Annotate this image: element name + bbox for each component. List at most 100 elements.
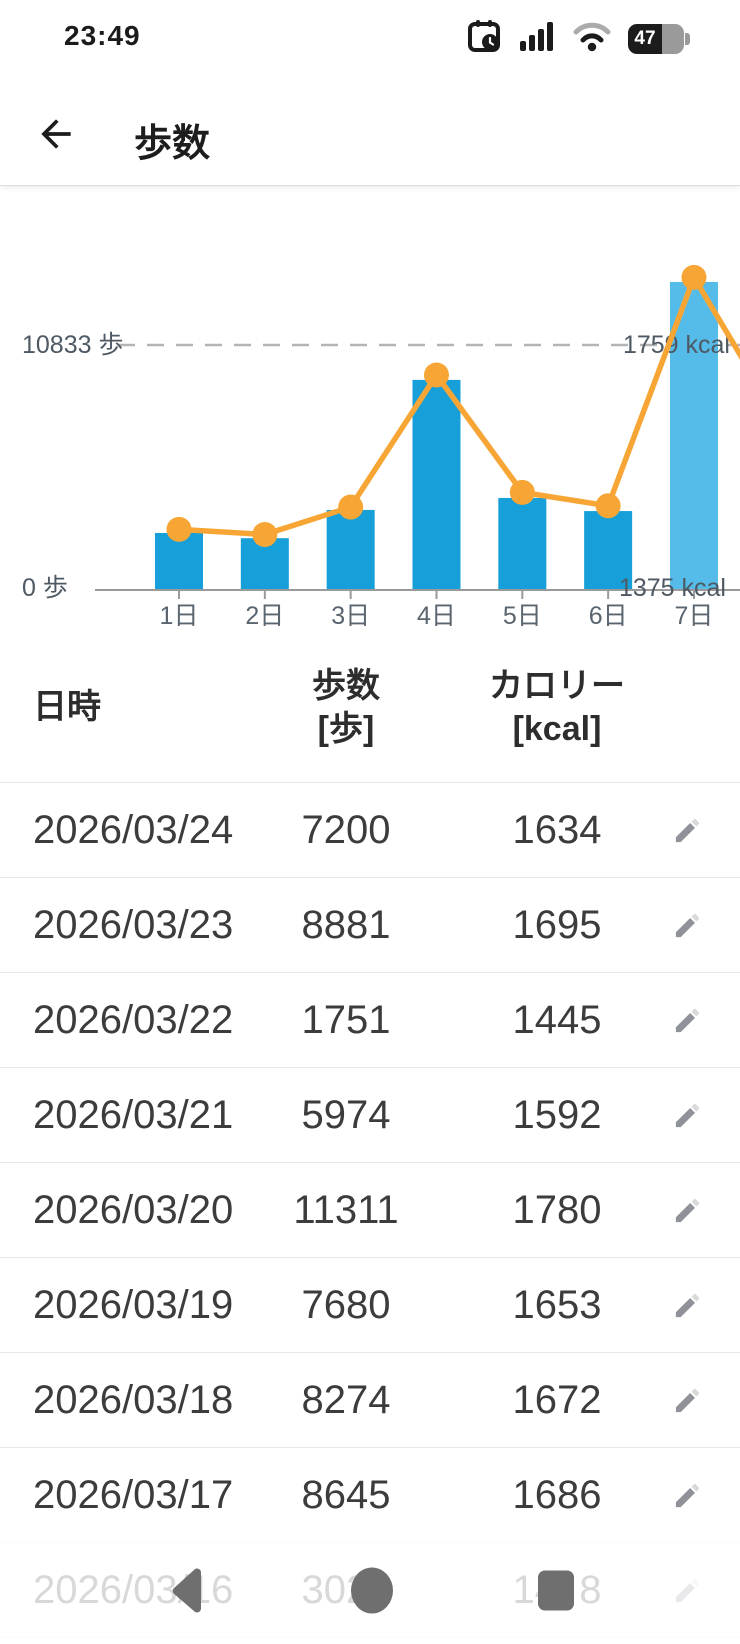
row-steps: 7680: [301, 1282, 391, 1327]
steps-calorie-chart: 10833 歩 0 歩 1759 kcal 1375 kcal 1日 2日 3日 4日 5日 6日…: [0, 187, 740, 633]
col-header-steps: 歩数 [歩]: [250, 665, 442, 750]
battery-nub: [685, 32, 690, 45]
calorie-dot: [252, 521, 278, 547]
pencil-icon: [675, 913, 700, 937]
row-steps: 8645: [301, 1472, 391, 1517]
row-steps: 11311: [293, 1187, 399, 1232]
triangle-left-icon: [172, 1568, 201, 1612]
steps-bar[interactable]: [669, 281, 718, 590]
calendar-clock-icon: [466, 18, 502, 59]
status-bar: 23:49: [0, 0, 740, 72]
back-button[interactable]: [34, 112, 78, 156]
col-header-kcal: カロリー [kcal]: [442, 665, 672, 750]
table-body: 2026/03/24 7200 1634 2026/03/23 8881 1695 2026…: [0, 782, 740, 1638]
x-axis-label: 3日: [331, 602, 370, 630]
steps-axis-max-label: 10833 歩: [22, 331, 123, 359]
pencil-icon: [675, 1198, 700, 1222]
edit-button[interactable]: [672, 1195, 740, 1226]
calorie-dot: [595, 493, 621, 519]
arrow-left-icon: [34, 119, 78, 160]
col-header-kcal-label: カロリー: [489, 667, 625, 705]
steps-bar[interactable]: [498, 497, 547, 590]
x-axis-label: 6日: [589, 602, 628, 630]
table-header-row: 日時 歩数 [歩] カロリー [kcal]: [0, 633, 740, 782]
table-row: 2026/03/20 11311 1780: [0, 1163, 740, 1258]
edit-button[interactable]: [672, 1290, 740, 1321]
row-kcal: 1653: [512, 1282, 602, 1327]
table-row: 2026/03/17 8645 1686: [0, 1448, 740, 1543]
pencil-icon: [675, 1008, 700, 1032]
battery-empty-part: [662, 23, 684, 54]
steps-bar[interactable]: [326, 509, 375, 590]
clock-text: 23:49: [64, 20, 141, 51]
steps-bar[interactable]: [155, 533, 203, 590]
col-header-kcal-unit: [kcal]: [512, 709, 602, 748]
pencil-icon: [675, 1388, 700, 1412]
row-steps: 8881: [301, 902, 391, 947]
nav-recents-button[interactable]: [536, 1568, 576, 1617]
pencil-icon: [675, 818, 700, 842]
x-axis-label: 7日: [675, 602, 714, 630]
nav-home-button[interactable]: [349, 1565, 395, 1620]
row-kcal: 1672: [512, 1377, 602, 1422]
edit-button[interactable]: [672, 1005, 740, 1036]
row-steps: 1751: [301, 997, 391, 1042]
edit-button[interactable]: [672, 815, 740, 846]
calorie-line: [178, 274, 740, 538]
row-date: 2026/03/19: [33, 1282, 234, 1327]
row-date: 2026/03/22: [33, 997, 234, 1042]
col-header-steps-unit: [歩]: [317, 709, 375, 748]
table-row: 2026/03/24 7200 1634: [0, 783, 740, 878]
row-steps: 8274: [301, 1377, 391, 1422]
table-row: 2026/03/21 5974 1592: [0, 1068, 740, 1163]
table-row: 2026/03/18 8274 1672: [0, 1353, 740, 1448]
row-date: 2026/03/17: [33, 1472, 234, 1517]
table-row: 2026/03/19 7680 1653: [0, 1258, 740, 1353]
calorie-dot: [681, 264, 707, 290]
steps-bar[interactable]: [412, 379, 461, 590]
calorie-dot: [338, 494, 364, 520]
x-axis-label: 4日: [417, 602, 456, 630]
square-icon: [538, 1570, 574, 1610]
page-title: 歩数: [134, 123, 211, 165]
row-kcal: 1592: [512, 1092, 602, 1137]
kcal-axis-min-label: 1375 kcal: [619, 574, 726, 602]
row-kcal: 1634: [512, 807, 602, 852]
x-axis-label: 1日: [160, 602, 199, 630]
row-date: 2026/03/18: [33, 1377, 234, 1422]
steps-bar[interactable]: [584, 511, 633, 590]
nav-back-button[interactable]: [170, 1567, 204, 1618]
row-date: 2026/03/20: [33, 1187, 234, 1232]
pencil-icon: [675, 1293, 700, 1317]
battery-percent-text: 47: [628, 23, 662, 54]
row-kcal: 1445: [512, 997, 602, 1042]
edit-button[interactable]: [672, 1385, 740, 1416]
row-date: 2026/03/21: [33, 1092, 234, 1137]
battery-icon: 47: [628, 23, 690, 54]
row-kcal: 1780: [512, 1187, 602, 1232]
row-steps: 5974: [301, 1092, 391, 1137]
app-header: 23:49: [0, 0, 740, 186]
pencil-icon: [675, 1103, 700, 1127]
row-date: 2026/03/23: [33, 902, 234, 947]
calorie-dot: [423, 362, 449, 388]
row-kcal: 1686: [512, 1472, 602, 1517]
calorie-dot: [166, 516, 192, 542]
col-header-date: 日時: [33, 688, 101, 727]
history-table: 日時 歩数 [歩] カロリー [kcal] 2026/03/24 7200 1634…: [0, 633, 740, 1638]
edit-button[interactable]: [672, 1100, 740, 1131]
circle-icon: [351, 1567, 393, 1613]
row-steps: 7200: [301, 807, 391, 852]
calorie-dot: [509, 479, 535, 505]
col-header-steps-label: 歩数: [312, 667, 380, 705]
table-row: 2026/03/23 8881 1695: [0, 878, 740, 973]
row-date: 2026/03/24: [33, 807, 234, 852]
pencil-icon: [675, 1483, 700, 1507]
steps-axis-min-label: 0 歩: [22, 574, 68, 602]
x-axis-label: 2日: [245, 602, 284, 630]
edit-button[interactable]: [672, 910, 740, 941]
status-icons: 47: [466, 18, 690, 59]
signal-icon: [518, 19, 556, 58]
edit-button[interactable]: [672, 1480, 740, 1511]
